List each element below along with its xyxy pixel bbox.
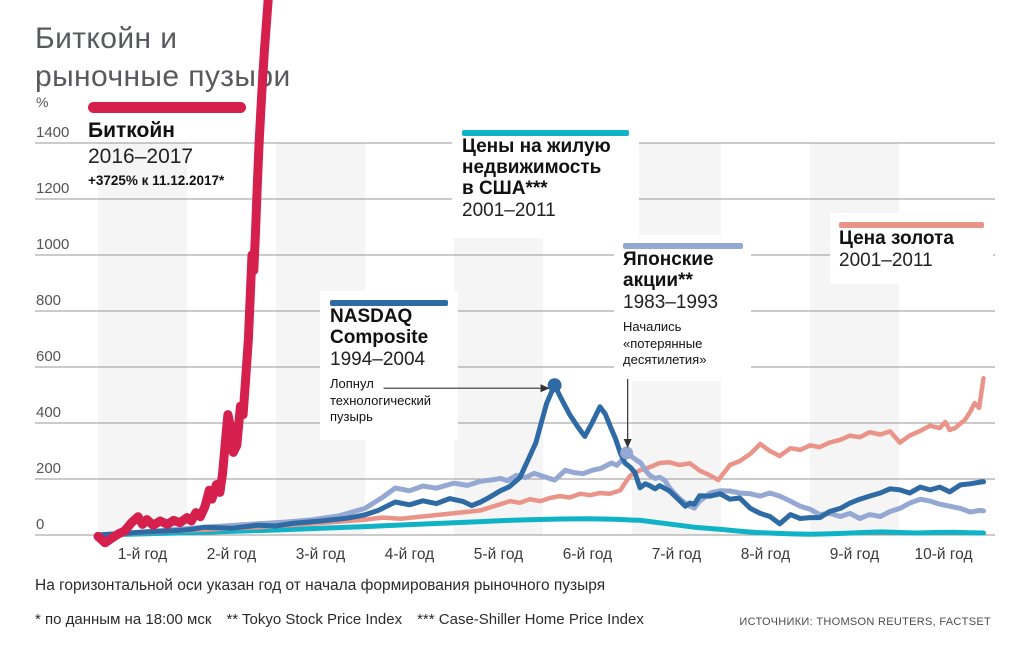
legend-bitcoin-period: 2016–2017 — [88, 145, 194, 168]
legend-japan-note-line1: Начались — [623, 319, 682, 334]
x-axis-explanation: На горизонтальной оси указан год от нача… — [35, 577, 606, 594]
legend-gold: Цена золота 2001–2011 — [830, 213, 993, 284]
x-tick-label: 3-й год — [296, 546, 345, 563]
legend-nasdaq-title-line1: NASDAQ — [330, 306, 413, 327]
legend-us-housing-title-line3: в США*** — [462, 178, 548, 199]
page-title-line2: рыночные пузыри — [35, 60, 291, 93]
series-line-bitcoin — [93, 0, 273, 548]
footnote-topix: ** Tokyo Stock Price Index — [226, 611, 403, 628]
x-tick-label: 2-й год — [207, 546, 256, 563]
legend-us-housing-title-line1: Цены на жилую — [462, 136, 611, 157]
legend-nasdaq-note-line3: пузырь — [330, 409, 373, 424]
legend-japan-period: 1983–1993 — [623, 292, 719, 313]
y-tick-label: 1000 — [36, 236, 69, 253]
legend-gold-period: 2001–2011 — [839, 250, 933, 271]
footnote-case-shiller: *** Case-Shiller Home Price Index — [417, 611, 644, 628]
x-tick-label: 10-й год — [914, 546, 972, 563]
legend-japan-note-line2: «потерянные — [623, 335, 703, 351]
x-tick-label: 6-й год — [563, 546, 612, 563]
legend-us-housing-period: 2001–2011 — [462, 200, 556, 221]
nasdaq-color-bar — [330, 300, 448, 306]
year-band-9 — [810, 143, 899, 535]
legend-bitcoin: Биткойн 2016–2017 +3725% к 11.12.2017* — [88, 102, 260, 190]
y-tick-label: 0 — [36, 516, 44, 533]
legend-nasdaq-title-line2: Composite — [330, 327, 429, 348]
series-line-us-housing — [95, 516, 986, 538]
legend-nasdaq-note-line2: технологический — [330, 392, 432, 408]
bitcoin-color-bar — [88, 102, 246, 113]
x-tick-label: 7-й год — [652, 546, 701, 563]
legend-japan-stocks: Японские акции** 1983–1993 Начались «пот… — [614, 235, 751, 381]
legend-japan-title-line1: Японские — [623, 249, 714, 270]
gold-color-bar — [839, 222, 984, 228]
x-tick-label: 4-й год — [385, 546, 434, 563]
x-tick-label: 8-й год — [741, 546, 790, 563]
legend-nasdaq-period: 1994–2004 — [330, 349, 426, 370]
y-tick-label: 600 — [36, 348, 61, 365]
footnotes: * по данным на 18:00 мск ** Tokyo Stock … — [35, 611, 644, 628]
y-tick-label: 400 — [36, 404, 61, 421]
x-tick-label: 5-й год — [474, 546, 523, 563]
y-tick-label: 200 — [36, 460, 61, 477]
legend-us-housing: Цены на жилую недвижимость в США*** 2001… — [452, 121, 639, 238]
japan-stocks-color-bar — [623, 243, 743, 249]
sources-credit: ИСТОЧНИКИ: THOMSON REUTERS, FACTSET — [739, 616, 991, 628]
y-tick-label: 1200 — [36, 180, 69, 197]
series-line-gold — [95, 375, 986, 538]
x-tick-label: 9-й год — [830, 546, 879, 563]
year-band-1 — [98, 143, 187, 535]
x-tick-label: 1-й год — [118, 546, 167, 563]
series-line-nasdaq — [95, 382, 986, 538]
legend-bitcoin-note: +3725% к 11.12.2017* — [88, 173, 225, 188]
series-line-japan-stocks — [95, 450, 986, 538]
legend-japan-note: Начались «потерянные десятилетия» — [623, 319, 743, 369]
y-tick-label: 1400 — [36, 124, 69, 141]
footnote-bitcoin-data: * по данным на 18:00 мск — [35, 611, 212, 628]
legend-japan-title-line2: акции** — [623, 270, 693, 291]
legend-nasdaq: NASDAQ Composite 1994–2004 Лопнул технол… — [320, 291, 458, 440]
us-housing-color-bar — [462, 130, 629, 136]
peak-dot-nasdaq — [547, 378, 562, 393]
y-axis-unit-label: % — [36, 94, 49, 110]
legend-gold-title: Цена золота — [839, 228, 954, 249]
page-title: Биткойн и рыночные пузыри — [35, 20, 291, 96]
peak-dot-japan-stocks — [620, 446, 634, 460]
legend-us-housing-title-line2: недвижимость — [462, 157, 602, 178]
y-tick-label: 800 — [36, 292, 61, 309]
page-title-line1: Биткойн и — [35, 22, 178, 55]
legend-nasdaq-note: Лопнул технологический пузырь — [330, 376, 448, 426]
legend-japan-note-line3: десятилетия» — [623, 352, 707, 367]
legend-bitcoin-title: Биткойн — [88, 119, 175, 142]
legend-nasdaq-note-line1: Лопнул — [330, 376, 374, 391]
